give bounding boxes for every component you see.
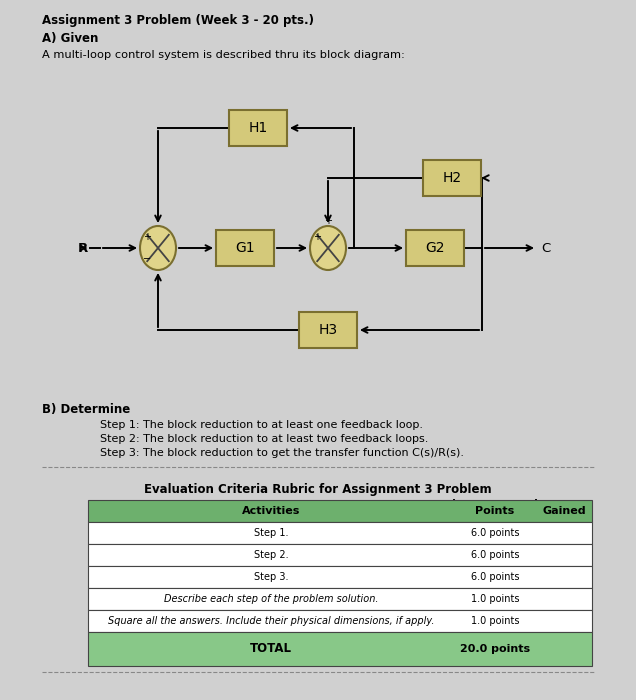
Text: +: + (324, 216, 332, 225)
Text: −: − (142, 254, 151, 265)
Text: Activities: Activities (242, 506, 300, 516)
Text: C: C (541, 241, 550, 255)
FancyBboxPatch shape (88, 588, 592, 610)
FancyBboxPatch shape (229, 110, 287, 146)
Text: A multi-loop control system is described thru its block diagram:: A multi-loop control system is described… (42, 50, 405, 60)
Text: Square all the answers. Include their physical dimensions, if apply.: Square all the answers. Include their ph… (107, 616, 434, 626)
Text: Assignment 3 Problem (Week 3 - 20 pts.): Assignment 3 Problem (Week 3 - 20 pts.) (42, 14, 314, 27)
FancyBboxPatch shape (88, 610, 592, 632)
Text: G1: G1 (235, 241, 255, 255)
FancyBboxPatch shape (88, 522, 592, 544)
FancyBboxPatch shape (299, 312, 357, 348)
FancyBboxPatch shape (88, 632, 592, 666)
Text: 6.0 points: 6.0 points (471, 572, 519, 582)
Text: 20.0 points: 20.0 points (460, 644, 530, 654)
Text: A) Given: A) Given (42, 32, 99, 45)
Text: Points: Points (475, 506, 515, 516)
Text: +: + (313, 232, 321, 242)
Text: Step 2: The block reduction to at least two feedback loops.: Step 2: The block reduction to at least … (100, 434, 429, 444)
Ellipse shape (310, 226, 346, 270)
Text: Evaluation Criteria Rubric for Assignment 3 Problem: Evaluation Criteria Rubric for Assignmen… (144, 483, 492, 496)
FancyBboxPatch shape (88, 500, 592, 522)
Text: H2: H2 (443, 171, 462, 185)
Text: 6.0 points: 6.0 points (471, 550, 519, 560)
Text: +: + (143, 232, 151, 242)
Text: 6.0 points: 6.0 points (471, 528, 519, 538)
FancyBboxPatch shape (406, 230, 464, 266)
Text: Gained: Gained (542, 506, 586, 516)
Text: TOTAL: TOTAL (250, 643, 292, 655)
FancyBboxPatch shape (88, 566, 592, 588)
Text: H3: H3 (319, 323, 338, 337)
Text: Step 3: The block reduction to get the transfer function C(s)/R(s).: Step 3: The block reduction to get the t… (100, 448, 464, 458)
Text: Step 1: The block reduction to at least one feedback loop.: Step 1: The block reduction to at least … (100, 420, 423, 430)
Ellipse shape (140, 226, 176, 270)
FancyBboxPatch shape (216, 230, 274, 266)
Text: H1: H1 (249, 121, 268, 135)
FancyBboxPatch shape (88, 544, 592, 566)
FancyBboxPatch shape (423, 160, 481, 196)
Text: G2: G2 (425, 241, 445, 255)
Text: R: R (78, 241, 88, 255)
Text: Describe each step of the problem solution.: Describe each step of the problem soluti… (163, 594, 378, 604)
Text: 1.0 points: 1.0 points (471, 616, 519, 626)
Text: Step 3.: Step 3. (254, 572, 288, 582)
Text: Step 2.: Step 2. (254, 550, 288, 560)
Text: Step 1.: Step 1. (254, 528, 288, 538)
Text: 1.0 points: 1.0 points (471, 594, 519, 604)
Text: B) Determine: B) Determine (42, 403, 130, 416)
